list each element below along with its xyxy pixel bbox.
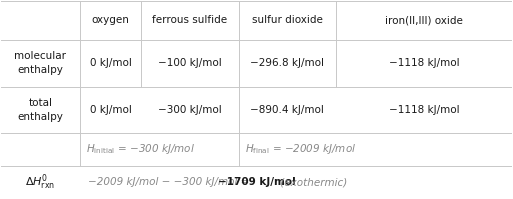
Text: −890.4 kJ/mol: −890.4 kJ/mol bbox=[250, 105, 324, 115]
Text: iron(II,III) oxide: iron(II,III) oxide bbox=[385, 16, 463, 25]
Text: −1709 kJ/mol: −1709 kJ/mol bbox=[218, 177, 296, 187]
Text: 0 kJ/mol: 0 kJ/mol bbox=[90, 59, 132, 68]
Text: sulfur dioxide: sulfur dioxide bbox=[252, 16, 323, 25]
Text: −1118 kJ/mol: −1118 kJ/mol bbox=[389, 105, 459, 115]
Text: $\Delta H^0_{\mathrm{rxn}}$: $\Delta H^0_{\mathrm{rxn}}$ bbox=[25, 172, 55, 192]
Text: −2009 kJ/mol − −300 kJ/mol =: −2009 kJ/mol − −300 kJ/mol = bbox=[88, 177, 252, 187]
Text: ferrous sulfide: ferrous sulfide bbox=[152, 16, 228, 25]
Text: molecular
enthalpy: molecular enthalpy bbox=[14, 51, 66, 75]
Text: −296.8 kJ/mol: −296.8 kJ/mol bbox=[250, 59, 324, 68]
Text: $H_{\mathrm{initial}}$ = −300 kJ/mol: $H_{\mathrm{initial}}$ = −300 kJ/mol bbox=[86, 142, 195, 156]
Text: −1118 kJ/mol: −1118 kJ/mol bbox=[389, 59, 459, 68]
Text: −100 kJ/mol: −100 kJ/mol bbox=[158, 59, 222, 68]
Text: total
enthalpy: total enthalpy bbox=[17, 98, 63, 122]
Text: $H_{\mathrm{final}}$ = −2009 kJ/mol: $H_{\mathrm{final}}$ = −2009 kJ/mol bbox=[245, 142, 356, 156]
Text: (exothermic): (exothermic) bbox=[277, 177, 347, 187]
Text: 0 kJ/mol: 0 kJ/mol bbox=[90, 105, 132, 115]
Text: oxygen: oxygen bbox=[92, 16, 130, 25]
Text: −300 kJ/mol: −300 kJ/mol bbox=[158, 105, 222, 115]
